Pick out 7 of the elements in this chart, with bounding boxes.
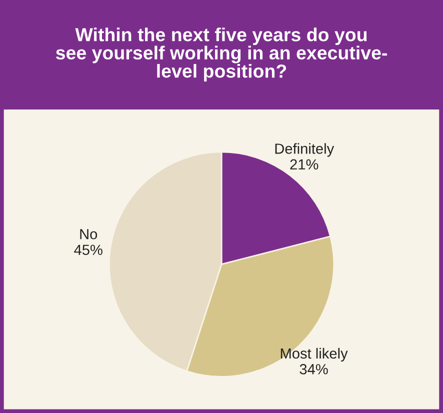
data-label: 34% bbox=[300, 364, 328, 374]
slice-label: Most likely bbox=[280, 348, 348, 362]
data-label: 45% bbox=[74, 244, 102, 255]
data-label: 21% bbox=[290, 159, 318, 170]
chart-title: Within the next five years do you see yourself working in an executive- level position? bbox=[56, 28, 387, 82]
slice-label: Definitely bbox=[275, 143, 334, 157]
slice-label: No bbox=[80, 229, 98, 240]
